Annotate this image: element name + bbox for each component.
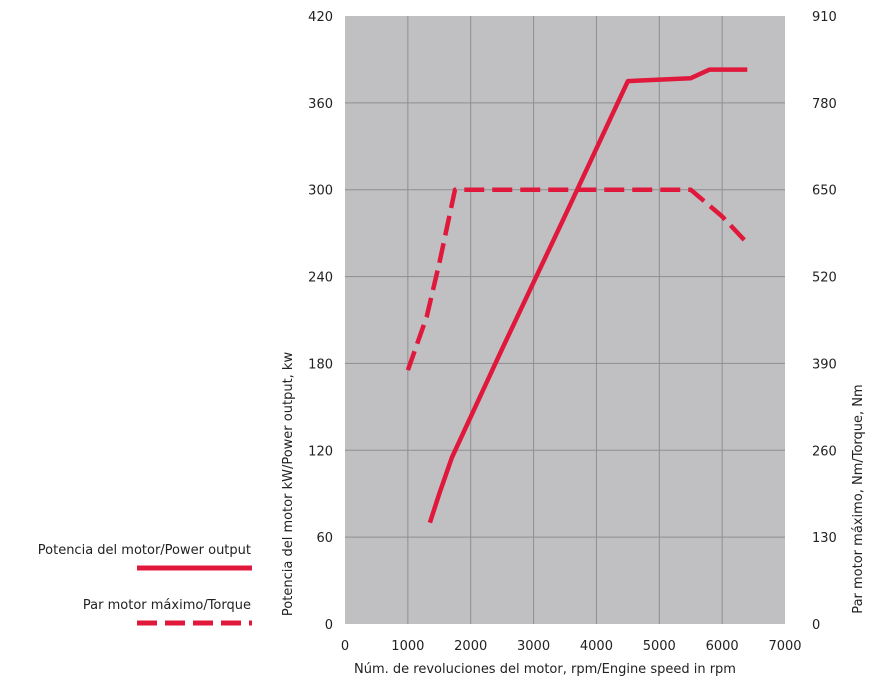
x-tick-label: 4000 (580, 639, 613, 654)
y-left-tick-label: 240 (308, 271, 333, 286)
power-series-line (427, 67, 748, 524)
legend-label-torque: Par motor máximo/Torque (83, 598, 251, 613)
plot-background (345, 16, 785, 624)
y-right-tick-label: 910 (812, 10, 837, 25)
y-right-tick-label: 520 (812, 271, 837, 286)
x-axis-title: Núm. de revoluciones del motor, rpm/Engi… (354, 662, 736, 677)
y-left-tick-label: 360 (308, 97, 333, 112)
y-left-tick-label: 300 (308, 184, 333, 199)
x-tick-label: 0 (341, 639, 349, 654)
y-right-tick-label: 130 (812, 531, 837, 546)
y-left-tick-label: 60 (316, 531, 333, 546)
y-left-tick-label: 0 (325, 618, 333, 633)
plot-area (345, 16, 785, 624)
legend-label-power: Potencia del motor/Power output (38, 543, 251, 558)
y-left-tick-label: 420 (308, 10, 333, 25)
axis-titles: Núm. de revoluciones del motor, rpm/Engi… (281, 352, 866, 677)
x-tick-label: 6000 (706, 639, 739, 654)
y-right-tick-label: 390 (812, 357, 837, 372)
legend: Potencia del motor/Power output Par moto… (38, 543, 252, 626)
y-right-tick-label: 260 (812, 444, 837, 459)
series-lines (405, 67, 749, 524)
x-tick-label: 5000 (643, 639, 676, 654)
y-left-tick-label: 180 (308, 357, 333, 372)
y-left-tick-label: 120 (308, 444, 333, 459)
torque-series-line (405, 187, 749, 371)
y-axis-left-title: Potencia del motor kW/Power output, kw (281, 352, 296, 617)
y-right-tick-label: 650 (812, 184, 837, 199)
axis-ticks: 0 1000 2000 3000 4000 5000 6000 700006012018024… (308, 10, 837, 654)
x-tick-label: 1000 (391, 639, 424, 654)
y-right-tick-label: 780 (812, 97, 837, 112)
x-tick-label: 7000 (768, 639, 801, 654)
y-axis-right-title: Par motor máximo, Nm/Torque, Nm (851, 384, 866, 613)
x-tick-label: 2000 (454, 639, 487, 654)
y-right-tick-label: 0 (812, 618, 820, 633)
x-tick-label: 3000 (517, 639, 550, 654)
